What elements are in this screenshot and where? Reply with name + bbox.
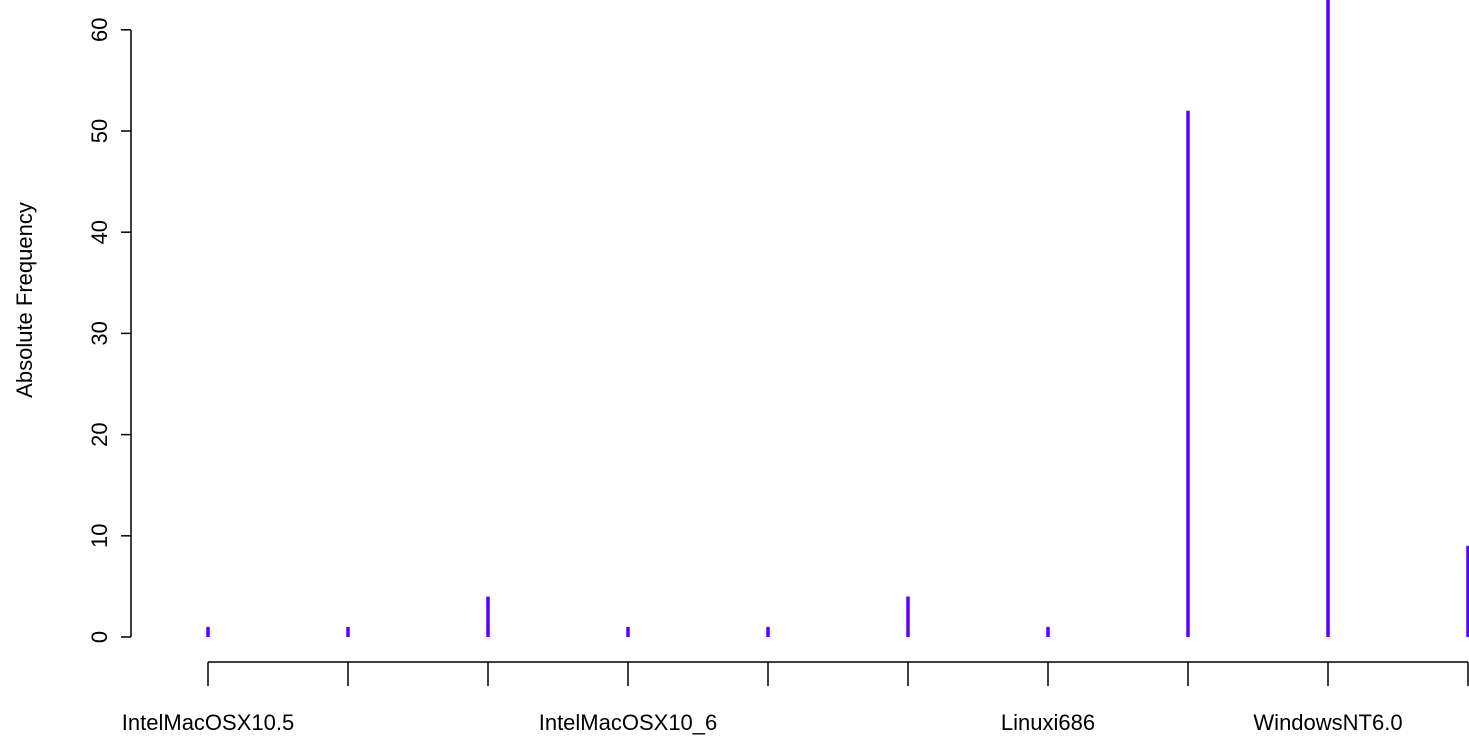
y-tick-label: 50: [87, 119, 112, 143]
x-tick-label: IntelMacOSX10_6: [539, 710, 718, 735]
y-ticks: 0 10 20 30 40 50 60: [87, 18, 131, 643]
x-ticks: IntelMacOSX10.5 IntelMacOSX10_6 Linuxi686 W…: [122, 662, 1469, 735]
y-tick-label: 10: [87, 524, 112, 548]
y-tick-label: 60: [87, 18, 112, 42]
y-tick-label: 0: [87, 631, 112, 643]
y-axis-label: Absolute Frequency: [12, 202, 37, 398]
bars: [206, 0, 1469, 637]
x-axis: IntelMacOSX10.5 IntelMacOSX10_6 Linuxi686 W…: [122, 661, 1469, 735]
x-tick-label: IntelMacOSX10.5: [122, 710, 294, 735]
x-tick-label: WindowsNT6.0: [1253, 710, 1402, 735]
y-tick-label: 30: [87, 321, 112, 345]
x-tick-label: Linuxi686: [1001, 710, 1095, 735]
y-tick-label: 40: [87, 220, 112, 244]
y-tick-label: 20: [87, 422, 112, 446]
y-axis: 0 10 20 30 40 50 60: [87, 18, 132, 643]
